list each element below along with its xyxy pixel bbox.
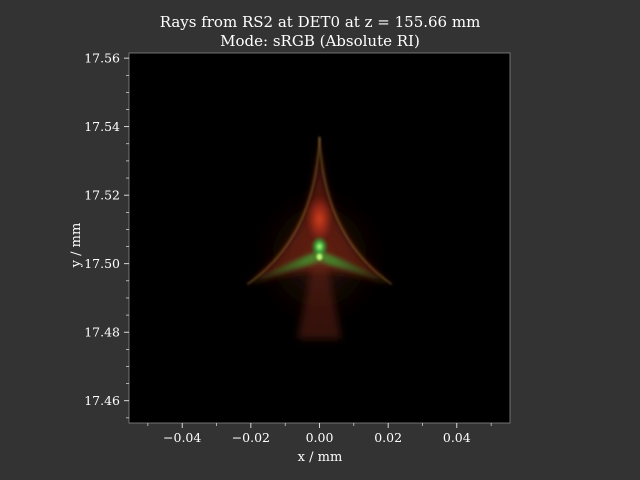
y-axis-ticks bbox=[124, 57, 129, 419]
spot-lower-fan bbox=[297, 256, 342, 340]
spot-right-wing bbox=[319, 250, 392, 285]
spot-green-core bbox=[310, 235, 329, 258]
x-axis-label: x / mm bbox=[298, 450, 343, 465]
y-tick-label: 17.48 bbox=[84, 325, 120, 340]
x-tick-label: 0.02 bbox=[374, 430, 402, 445]
x-tick-label: −0.02 bbox=[232, 430, 270, 445]
spot-bright-center bbox=[316, 253, 323, 261]
y-tick-label: 17.46 bbox=[84, 393, 120, 408]
caustic-edge-right bbox=[318, 136, 392, 285]
x-axis-tick-labels: −0.04 −0.02 0.00 0.02 0.04 bbox=[163, 430, 471, 445]
x-axis-ticks bbox=[147, 423, 492, 428]
y-axis-tick-labels: 17.46 17.48 17.50 17.52 17.54 17.56 bbox=[84, 51, 120, 409]
x-tick-label: 0.00 bbox=[306, 430, 334, 445]
x-tick-label: −0.04 bbox=[163, 430, 201, 445]
y-tick-label: 17.54 bbox=[84, 119, 120, 134]
y-axis-label: y / mm bbox=[69, 223, 84, 269]
spot-left-wing bbox=[247, 250, 320, 285]
y-tick-label: 17.56 bbox=[84, 51, 120, 66]
caustic-edge-left bbox=[247, 136, 321, 285]
x-tick-label: 0.04 bbox=[443, 430, 471, 445]
y-tick-label: 17.52 bbox=[84, 188, 120, 203]
ray-spot bbox=[247, 136, 392, 340]
chart-subtitle: Mode: sRGB (Absolute RI) bbox=[220, 32, 420, 50]
y-tick-label: 17.50 bbox=[84, 256, 120, 271]
chart-title: Rays from RS2 at DET0 at z = 155.66 mm bbox=[159, 13, 481, 31]
